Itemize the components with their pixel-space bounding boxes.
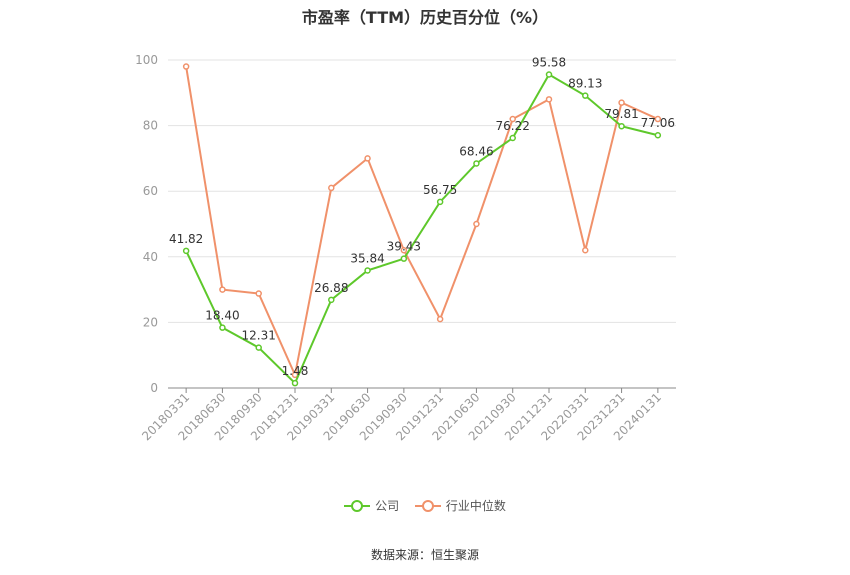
data-point bbox=[255, 290, 262, 297]
data-point bbox=[509, 115, 516, 123]
data-point bbox=[255, 344, 262, 351]
data-label: 35.84 bbox=[350, 251, 384, 265]
data-point bbox=[545, 71, 553, 78]
data-point bbox=[400, 255, 408, 262]
data-point bbox=[654, 115, 662, 123]
data-label: 26.88 bbox=[314, 281, 348, 295]
series-line bbox=[185, 66, 659, 379]
legend-item-industry-median[interactable]: 行业中位数 bbox=[414, 497, 506, 514]
data-label: 39.43 bbox=[387, 240, 421, 254]
source-note: 数据来源：恒生聚源 bbox=[370, 548, 479, 562]
data-label: 89.13 bbox=[568, 77, 602, 91]
y-tick-label: 80 bbox=[143, 119, 158, 133]
data-point bbox=[582, 92, 589, 99]
data-label: 76.22 bbox=[496, 119, 530, 133]
y-tick-label: 20 bbox=[143, 315, 158, 329]
data-label: 56.75 bbox=[423, 183, 457, 197]
legend-label-industry-median: 行业中位数 bbox=[445, 499, 506, 513]
data-point bbox=[328, 184, 335, 192]
data-point bbox=[291, 371, 299, 379]
y-tick-label: 40 bbox=[143, 250, 158, 264]
data-point bbox=[328, 296, 335, 304]
data-label: 12.31 bbox=[242, 329, 276, 343]
data-point bbox=[618, 99, 625, 106]
data-label: 77.06 bbox=[641, 116, 675, 130]
data-point bbox=[436, 198, 444, 206]
y-tick-label: 100 bbox=[135, 53, 158, 67]
data-label: 68.46 bbox=[459, 144, 493, 158]
data-label: 95.58 bbox=[532, 55, 566, 69]
chart-title: 市盈率（TTM）历史百分位（%） bbox=[301, 8, 549, 27]
legend-swatch-company bbox=[344, 499, 371, 512]
data-point bbox=[545, 96, 553, 103]
data-point bbox=[182, 247, 190, 255]
data-point bbox=[582, 246, 589, 254]
data-point bbox=[219, 324, 226, 331]
data-label: 41.82 bbox=[169, 232, 203, 246]
data-label: 1.48 bbox=[282, 364, 309, 378]
data-point bbox=[400, 246, 408, 254]
legend-item-company[interactable]: 公司 bbox=[344, 497, 399, 514]
data-label: 79.81 bbox=[604, 107, 638, 121]
series-line bbox=[185, 73, 659, 385]
legend-swatch-industry-median bbox=[414, 499, 441, 512]
data-point bbox=[618, 122, 625, 130]
data-label: 18.40 bbox=[205, 309, 239, 323]
legend: 公司 行业中位数 bbox=[0, 497, 850, 515]
y-tick-label: 60 bbox=[143, 184, 158, 198]
data-point bbox=[473, 220, 480, 228]
data-point bbox=[509, 134, 516, 142]
data-point bbox=[291, 379, 299, 387]
data-point bbox=[182, 63, 190, 70]
data-point bbox=[364, 267, 371, 274]
legend-label-company: 公司 bbox=[375, 499, 400, 513]
data-point bbox=[473, 160, 480, 167]
data-point bbox=[436, 315, 444, 323]
y-tick-label: 0 bbox=[150, 381, 158, 395]
data-point bbox=[654, 131, 662, 139]
data-point bbox=[219, 286, 226, 293]
data-point bbox=[364, 155, 371, 162]
